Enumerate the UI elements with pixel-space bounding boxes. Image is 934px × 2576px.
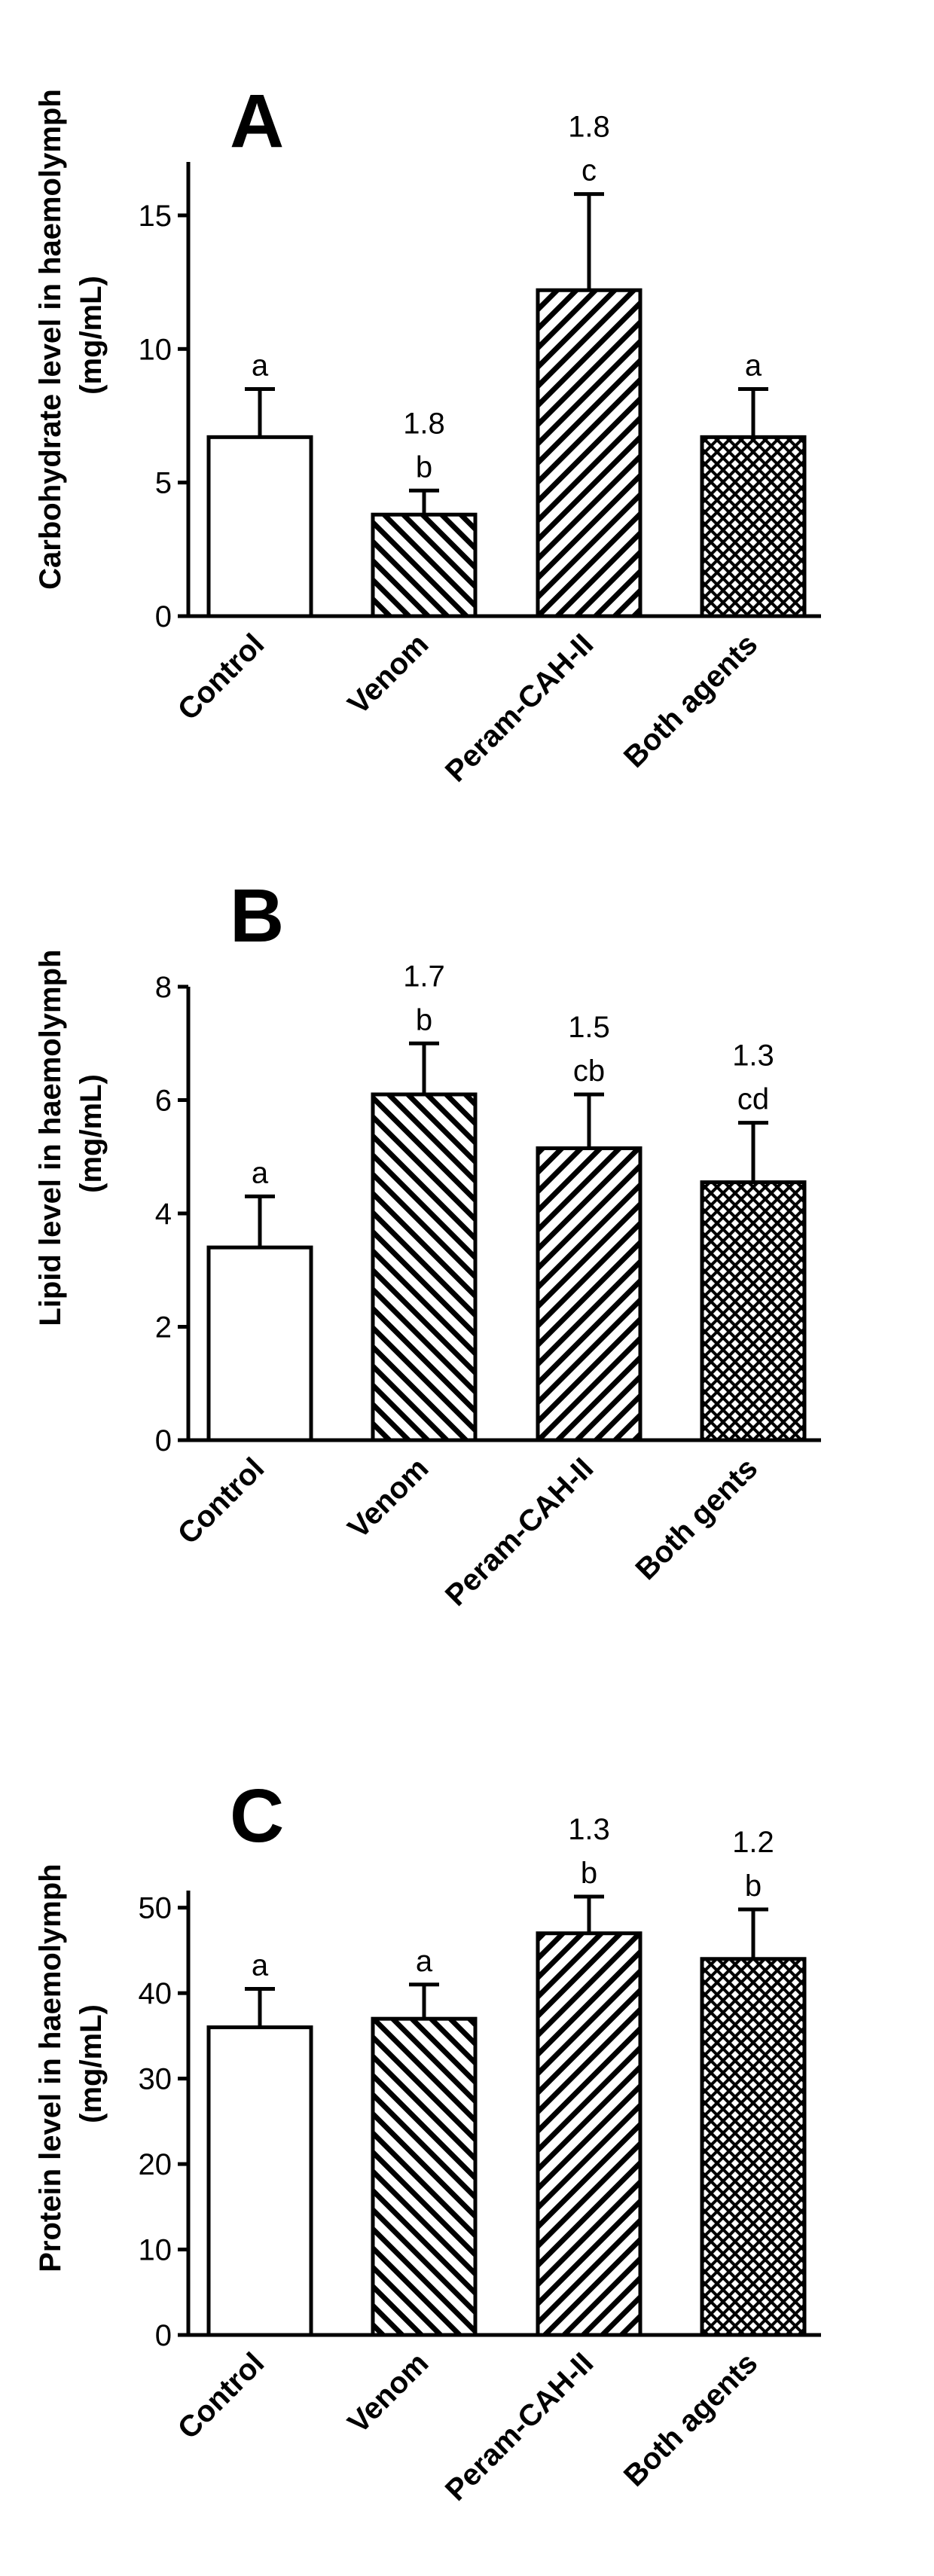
panel-label: C	[230, 1774, 284, 1858]
y-tick-label: 10	[139, 2234, 172, 2267]
y-tick-label: 40	[139, 1977, 172, 2010]
bar	[700, 1957, 807, 2337]
y-tick-label: 15	[139, 200, 172, 233]
plot-area: 0 10 20 30 40 50 a Control a Venom b 1.3 Peram-CAH-I…	[139, 1813, 821, 2507]
significance-letter: a	[252, 1156, 269, 1189]
x-category-label: Control	[172, 2346, 271, 2446]
plot-area: 0 5 10 15 a Control b 1.8 Venom c 1.8 Peram-CAH-II a…	[139, 111, 821, 789]
y-axis-label-line1: Lipid level in haemolymph	[34, 950, 67, 1326]
bar	[536, 288, 643, 618]
x-category-label: Both agents	[618, 627, 765, 774]
y-tick-label: 6	[155, 1085, 172, 1118]
y-tick-label: 5	[155, 467, 172, 500]
y-axis-label: Lipid level in haemolymph (mg/mL)	[34, 941, 108, 1326]
fold-change-label: 1.8	[403, 407, 445, 440]
y-tick-label: 10	[139, 333, 172, 366]
panel-label: B	[230, 874, 284, 958]
significance-letter: cb	[573, 1055, 605, 1088]
fold-change-label: 1.2	[732, 1826, 774, 1859]
bar	[371, 1092, 478, 1442]
y-axis-label-line2: (mg/mL)	[75, 276, 108, 395]
significance-letter: a	[416, 1945, 433, 1978]
panel-a: A Carbohydrate level in haemolymph (mg/m…	[34, 79, 821, 789]
x-category-label: Venom	[342, 2346, 435, 2440]
significance-letter: b	[745, 1869, 762, 1903]
significance-letter: b	[581, 1857, 597, 1890]
plot-area: 0 2 4 6 8 a Control b 1.7 Venom cb 1.5 Peram-CAH-II c…	[155, 960, 821, 1613]
bar	[536, 1146, 643, 1442]
bar	[371, 512, 478, 618]
fold-change-label: 1.7	[403, 960, 445, 993]
panel-label: A	[230, 79, 284, 163]
x-category-label: Venom	[342, 627, 435, 721]
y-tick-label: 0	[155, 2319, 172, 2352]
significance-letter: b	[416, 1003, 432, 1036]
bar	[536, 1931, 643, 2337]
significance-letter: b	[416, 450, 432, 484]
y-tick-label: 0	[155, 600, 172, 633]
x-category-label: Both agents	[618, 2346, 765, 2493]
y-tick-label: 20	[139, 2148, 172, 2181]
bar	[206, 2025, 313, 2337]
x-category-label: Control	[172, 627, 271, 727]
y-tick-label: 0	[155, 1424, 172, 1457]
y-axis-label-line1: Carbohydrate level in haemolymph	[34, 89, 67, 590]
significance-letter: a	[252, 349, 269, 383]
y-axis-label: Protein level in haemolymph (mg/mL)	[34, 1855, 108, 2272]
significance-letter: c	[581, 154, 597, 188]
y-axis-label-line2: (mg/mL)	[75, 2004, 108, 2123]
y-tick-label: 4	[155, 1198, 172, 1231]
bar	[206, 435, 313, 618]
x-category-label: Peram-CAH-II	[439, 1451, 600, 1612]
fold-change-label: 1.3	[732, 1039, 774, 1073]
significance-letter: cd	[737, 1083, 769, 1116]
y-axis-label-line2: (mg/mL)	[75, 1074, 108, 1193]
x-category-label: Control	[172, 1451, 271, 1551]
y-tick-label: 2	[155, 1311, 172, 1344]
fold-change-label: 1.5	[568, 1011, 610, 1044]
fold-change-label: 1.8	[568, 111, 610, 144]
bar	[700, 1180, 807, 1442]
bar	[700, 435, 807, 618]
significance-letter: a	[252, 1949, 269, 1982]
significance-letter: a	[745, 349, 762, 383]
panel-c: C Protein level in haemolymph (mg/mL) 0 1…	[34, 1774, 821, 2507]
y-tick-label: 8	[155, 971, 172, 1004]
y-axis-label-line1: Protein level in haemolymph	[34, 1863, 67, 2272]
bar	[371, 2016, 478, 2337]
y-tick-label: 50	[139, 1892, 172, 1925]
bar	[206, 1245, 313, 1442]
panel-b: B Lipid level in haemolymph (mg/mL) 0 2 4 6…	[34, 874, 821, 1613]
y-axis-label: Carbohydrate level in haemolymph (mg/mL)	[34, 81, 108, 590]
x-category-label: Peram-CAH-II	[439, 2346, 600, 2507]
fold-change-label: 1.3	[568, 1813, 610, 1846]
y-tick-label: 30	[139, 2063, 172, 2096]
x-category-label: Both gents	[630, 1451, 765, 1586]
x-category-label: Peram-CAH-II	[439, 627, 600, 788]
x-category-label: Venom	[342, 1451, 435, 1545]
